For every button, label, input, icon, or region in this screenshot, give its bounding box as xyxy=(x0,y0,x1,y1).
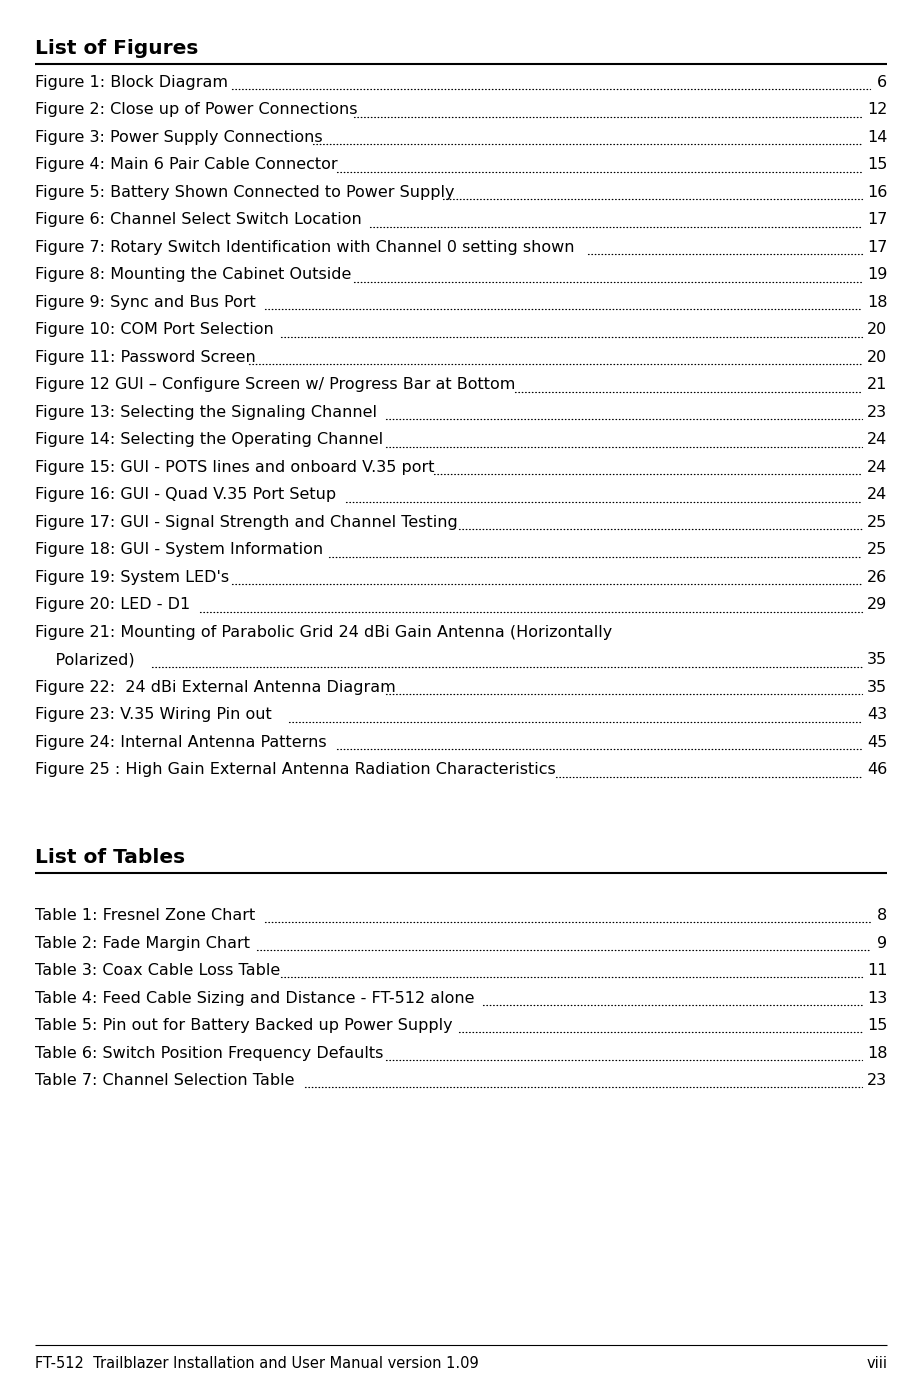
Text: FT-512  Trailblazer Installation and User Manual version 1.09: FT-512 Trailblazer Installation and User… xyxy=(35,1356,478,1371)
Text: Figure 15: GUI - POTS lines and onboard V.35 port: Figure 15: GUI - POTS lines and onboard … xyxy=(35,460,435,475)
Text: Figure 20: LED - D1: Figure 20: LED - D1 xyxy=(35,597,195,613)
Text: 20: 20 xyxy=(867,322,887,338)
Text: Table 7: Channel Selection Table: Table 7: Channel Selection Table xyxy=(35,1074,299,1088)
Text: 12: 12 xyxy=(867,103,887,118)
Text: Table 1: Fresnel Zone Chart: Table 1: Fresnel Zone Chart xyxy=(35,908,260,924)
Text: Figure 7: Rotary Switch Identification with Channel 0 setting shown: Figure 7: Rotary Switch Identification w… xyxy=(35,240,580,256)
Text: 16: 16 xyxy=(867,185,887,200)
Text: 24: 24 xyxy=(867,432,887,447)
Text: Figure 8: Mounting the Cabinet Outside: Figure 8: Mounting the Cabinet Outside xyxy=(35,268,356,282)
Text: Figure 5: Battery Shown Connected to Power Supply: Figure 5: Battery Shown Connected to Pow… xyxy=(35,185,459,200)
Text: Table 4: Feed Cable Sizing and Distance - FT-512 alone: Table 4: Feed Cable Sizing and Distance … xyxy=(35,990,479,1006)
Text: List of Figures: List of Figures xyxy=(35,39,198,58)
Text: 11: 11 xyxy=(867,963,887,978)
Text: 24: 24 xyxy=(867,488,887,503)
Text: 45: 45 xyxy=(867,735,887,750)
Text: 9: 9 xyxy=(877,936,887,950)
Text: 15: 15 xyxy=(867,1018,887,1033)
Text: 13: 13 xyxy=(867,990,887,1006)
Text: Table 3: Coax Cable Loss Table: Table 3: Coax Cable Loss Table xyxy=(35,963,280,978)
Text: Figure 14: Selecting the Operating Channel: Figure 14: Selecting the Operating Chann… xyxy=(35,432,388,447)
Text: 23: 23 xyxy=(867,1074,887,1088)
Text: Figure 4: Main 6 Pair Cable Connector: Figure 4: Main 6 Pair Cable Connector xyxy=(35,157,337,172)
Text: 14: 14 xyxy=(867,131,887,144)
Text: Figure 24: Internal Antenna Patterns: Figure 24: Internal Antenna Patterns xyxy=(35,735,331,750)
Text: 19: 19 xyxy=(867,268,887,282)
Text: 18: 18 xyxy=(867,1046,887,1061)
Text: Table 6: Switch Position Frequency Defaults: Table 6: Switch Position Frequency Defau… xyxy=(35,1046,383,1061)
Text: 25: 25 xyxy=(867,543,887,557)
Text: 20: 20 xyxy=(867,350,887,365)
Text: List of Tables: List of Tables xyxy=(35,849,184,867)
Text: Figure 3: Power Supply Connections: Figure 3: Power Supply Connections xyxy=(35,131,322,144)
Text: 29: 29 xyxy=(867,597,887,613)
Text: 35: 35 xyxy=(867,681,887,694)
Text: 6: 6 xyxy=(877,75,887,90)
Text: 46: 46 xyxy=(867,763,887,778)
Text: 8: 8 xyxy=(877,908,887,924)
Text: Figure 6: Channel Select Switch Location: Figure 6: Channel Select Switch Location xyxy=(35,213,366,228)
Text: Figure 19: System LED's: Figure 19: System LED's xyxy=(35,569,234,585)
Text: 18: 18 xyxy=(867,294,887,310)
Text: Figure 11: Password Screen: Figure 11: Password Screen xyxy=(35,350,256,365)
Text: Figure 17: GUI - Signal Strength and Channel Testing: Figure 17: GUI - Signal Strength and Cha… xyxy=(35,515,457,531)
Text: Table 2: Fade Margin Chart: Table 2: Fade Margin Chart xyxy=(35,936,255,950)
Text: Figure 12 GUI – Configure Screen w/ Progress Bar at Bottom: Figure 12 GUI – Configure Screen w/ Prog… xyxy=(35,378,520,393)
Text: 35: 35 xyxy=(867,653,887,668)
Text: Figure 9: Sync and Bus Port: Figure 9: Sync and Bus Port xyxy=(35,294,260,310)
Text: Figure 16: GUI - Quad V.35 Port Setup: Figure 16: GUI - Quad V.35 Port Setup xyxy=(35,488,341,503)
Text: 17: 17 xyxy=(867,240,887,256)
Text: Figure 2: Close up of Power Connections: Figure 2: Close up of Power Connections xyxy=(35,103,357,118)
Text: Figure 22:  24 dBi External Antenna Diagram: Figure 22: 24 dBi External Antenna Diagr… xyxy=(35,681,395,694)
Text: Figure 23: V.35 Wiring Pin out: Figure 23: V.35 Wiring Pin out xyxy=(35,707,277,722)
Text: viii: viii xyxy=(866,1356,887,1371)
Text: Figure 18: GUI - System Information: Figure 18: GUI - System Information xyxy=(35,543,328,557)
Text: Polarized): Polarized) xyxy=(35,653,134,668)
Text: Table 5: Pin out for Battery Backed up Power Supply: Table 5: Pin out for Battery Backed up P… xyxy=(35,1018,457,1033)
Text: 24: 24 xyxy=(867,460,887,475)
Text: 26: 26 xyxy=(867,569,887,585)
Text: Figure 10: COM Port Selection: Figure 10: COM Port Selection xyxy=(35,322,278,338)
Text: 17: 17 xyxy=(867,213,887,228)
Text: 23: 23 xyxy=(867,406,887,419)
Text: Figure 21: Mounting of Parabolic Grid 24 dBi Gain Antenna (Horizontally: Figure 21: Mounting of Parabolic Grid 24… xyxy=(35,625,612,640)
Text: 25: 25 xyxy=(867,515,887,531)
Text: 43: 43 xyxy=(867,707,887,722)
Text: Figure 13: Selecting the Signaling Channel: Figure 13: Selecting the Signaling Chann… xyxy=(35,406,382,419)
Text: Figure 1: Block Diagram: Figure 1: Block Diagram xyxy=(35,75,233,90)
Text: Figure 25 : High Gain External Antenna Radiation Characteristics: Figure 25 : High Gain External Antenna R… xyxy=(35,763,555,778)
Text: 15: 15 xyxy=(867,157,887,172)
Text: 21: 21 xyxy=(867,378,887,393)
